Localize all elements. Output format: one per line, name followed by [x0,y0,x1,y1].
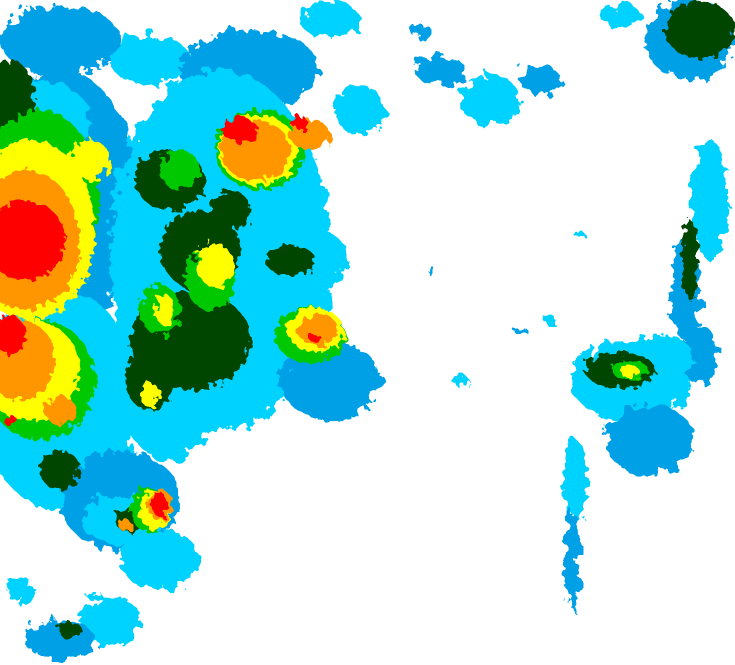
rain-cell-moderate [58,622,82,638]
rain-cell-light [544,315,556,325]
rain-cell-moderate [210,190,250,230]
rain-cell-moderate [265,245,315,275]
rain-cell-extreme [222,118,258,142]
rain-cell-light [514,325,526,335]
rain-cell-intense [298,314,338,346]
rain-cell-light [80,595,140,645]
rain-cell-light [564,510,580,610]
rain-cell-moderate [665,2,735,58]
rain-cell-light [110,35,190,85]
rain-cell-light [452,374,468,386]
rain-cell-heavy [140,383,160,407]
rain-cell-light [410,22,430,38]
rain-cell-heavy [197,243,233,287]
rain-cell-light [335,85,385,135]
rain-cell-light [520,65,560,95]
rain-cell-extreme [0,200,65,280]
rain-cell-intense [45,395,75,425]
rain-cell-light [575,231,585,239]
rain-cell-intense [119,519,131,531]
rain-cell-extreme [4,414,16,426]
rain-cell-light [415,55,465,85]
rain-cell-moderate [682,220,698,300]
rain-cell-extreme [0,315,25,355]
rain-cell-light [692,140,728,260]
rain-cell-moderate [125,350,175,410]
rain-cell-light [600,3,640,27]
rain-cell-extreme [309,334,321,342]
rain-cell-light [300,2,360,38]
rain-cell-light [120,530,200,590]
rain-cell-moderate [40,450,80,490]
rain-cell-light [5,578,35,602]
rain-cell-light [425,266,435,274]
rain-cell-light [605,405,695,475]
rain-cell-extreme [292,116,308,130]
rain-cell-heavy [70,140,110,180]
rain-cell-moderate [160,150,200,190]
rain-cell-light [460,75,520,125]
rain-cell-light [0,5,120,75]
rain-cell-heavy [155,295,175,325]
rain-cell-light [563,440,587,520]
rain-cell-extreme [152,493,168,517]
rain-cell-heavy [620,366,640,378]
